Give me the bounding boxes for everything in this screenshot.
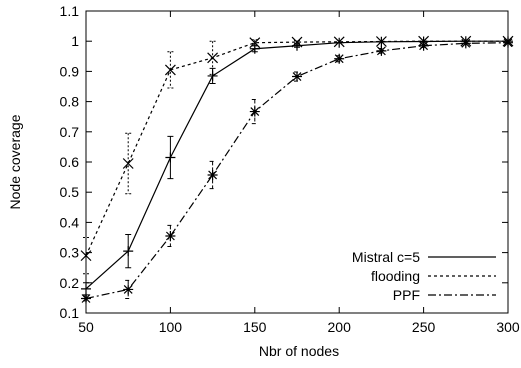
data-point xyxy=(207,70,218,81)
x-tick-label: 300 xyxy=(496,319,520,335)
x-tick-label: 100 xyxy=(159,319,183,335)
series-line-1 xyxy=(85,40,508,256)
data-point xyxy=(334,53,345,64)
data-point xyxy=(292,71,302,82)
plot-frame xyxy=(85,10,509,314)
data-point xyxy=(165,230,176,241)
data-point xyxy=(460,38,471,49)
y-tick-label: 0.3 xyxy=(60,245,80,261)
error-bar xyxy=(125,132,132,195)
data-point xyxy=(291,36,303,48)
data-point xyxy=(334,37,345,48)
y-tick-label: 0.9 xyxy=(60,63,80,79)
x-tick-label: 50 xyxy=(78,319,94,335)
data-point xyxy=(207,169,218,180)
data-point xyxy=(123,246,134,257)
legend-label: PPF xyxy=(393,287,420,303)
data-point xyxy=(80,250,92,262)
data-point xyxy=(207,52,219,64)
y-tick-label: 0.2 xyxy=(60,275,80,291)
y-axis-label: Node coverage xyxy=(7,114,23,209)
data-point xyxy=(249,106,260,117)
data-point xyxy=(165,152,176,163)
error-bar xyxy=(251,39,258,47)
data-point xyxy=(249,37,261,49)
data-point xyxy=(164,64,176,76)
plot-area: 0.1 0.2 0.3 0.4 0.5 0.6 0.7 0.8 0.9 1 1.1 50 100 150 2… xyxy=(60,3,520,335)
y-tick-label: 0.8 xyxy=(60,94,80,110)
data-point xyxy=(122,158,134,169)
data-point xyxy=(333,36,345,48)
x-tick-label: 250 xyxy=(412,319,436,335)
data-point xyxy=(418,40,429,51)
legend-label: Mistral c=5 xyxy=(352,249,420,265)
x-tick-label: 150 xyxy=(243,319,267,335)
y-tick-label: 0.6 xyxy=(60,154,80,170)
data-point xyxy=(123,284,134,295)
error-bar xyxy=(83,237,89,275)
data-point xyxy=(81,293,91,304)
y-tick-label: 0.4 xyxy=(60,214,80,230)
data-point xyxy=(376,45,387,56)
x-axis-label: Nbr of nodes xyxy=(259,343,339,359)
data-point xyxy=(503,37,513,48)
y-tick-label: 1.1 xyxy=(60,3,80,19)
y-tick-label: 0.5 xyxy=(60,184,80,200)
data-point xyxy=(375,36,387,47)
error-bar xyxy=(167,224,174,248)
error-bar xyxy=(167,51,174,89)
x-tick-label: 200 xyxy=(328,319,352,335)
y-tick-label: 0.1 xyxy=(60,305,80,321)
legend-label: flooding xyxy=(371,268,420,284)
y-tick-label: 1 xyxy=(71,33,79,49)
data-point xyxy=(81,283,91,294)
y-tick-label: 0.7 xyxy=(60,124,80,140)
